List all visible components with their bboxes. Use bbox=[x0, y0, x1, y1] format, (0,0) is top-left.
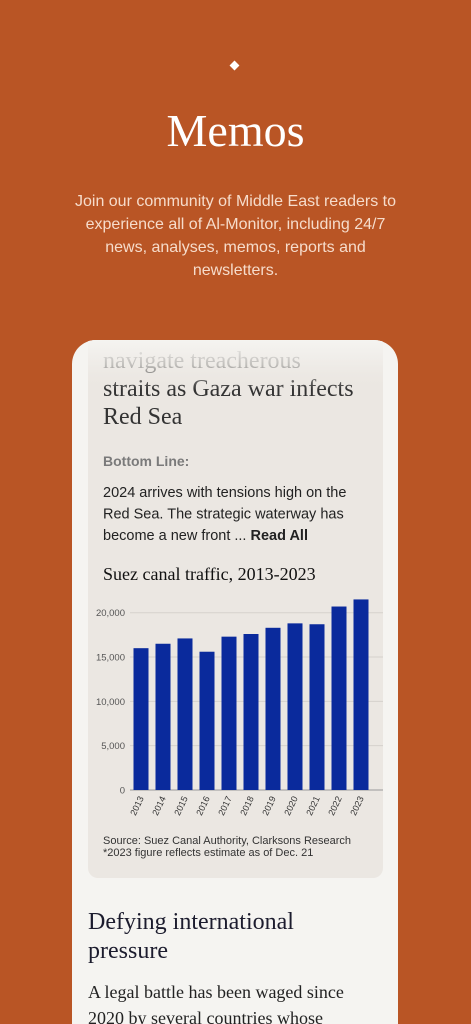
y-tick-label: 15,000 bbox=[96, 653, 125, 664]
bar bbox=[221, 636, 237, 790]
bar bbox=[309, 624, 325, 790]
chart-note: *2023 figure reflects estimate as of Dec… bbox=[103, 847, 313, 859]
chart-title: Suez canal traffic, 2013-2023 bbox=[103, 564, 316, 584]
diamond-icon bbox=[229, 60, 240, 71]
y-tick-label: 0 bbox=[120, 786, 125, 797]
summary-text: become a new front ... bbox=[103, 528, 251, 544]
bar bbox=[265, 627, 281, 790]
summary-line: become a new front ... Read All bbox=[103, 528, 308, 544]
bar bbox=[155, 643, 171, 790]
chart: Suez canal traffic, 2013-2023 0 5,000 10,0… bbox=[96, 564, 383, 859]
next-summary-line: 2020 by several countries whose bbox=[88, 1008, 323, 1024]
y-tick-label: 20,000 bbox=[96, 608, 125, 619]
description-line: news, analyses, memos, reports and bbox=[105, 239, 366, 256]
chart-note: Source: Suez Canal Authority, Clarksons … bbox=[103, 835, 351, 847]
summary-text: 2024 arrives with tensions high on the bbox=[103, 485, 346, 501]
bar bbox=[177, 638, 193, 790]
y-tick-label: 10,000 bbox=[96, 697, 125, 708]
card-content: navigate treacherousstraits as Gaza war … bbox=[88, 340, 383, 1024]
bar bbox=[243, 634, 259, 790]
headline-line: Red Sea bbox=[103, 404, 183, 430]
next-headline-line: Defying international bbox=[88, 909, 294, 935]
description-line: experience all of Al-Monitor, including … bbox=[86, 216, 386, 233]
summary-text: Red Sea. The strategic waterway has bbox=[103, 507, 344, 523]
bar bbox=[133, 648, 149, 790]
next-summary-line: A legal battle has been waged since bbox=[88, 982, 344, 1002]
description: Join our community of Middle East reader… bbox=[75, 193, 396, 279]
fade-overlay bbox=[88, 340, 383, 390]
page-title: Memos bbox=[167, 105, 305, 156]
bar bbox=[287, 623, 303, 790]
bar bbox=[199, 651, 215, 790]
read-all-link[interactable]: Read All bbox=[251, 528, 308, 544]
next-memo: Defying international pressure A legal bat… bbox=[88, 909, 344, 1024]
bar bbox=[331, 606, 347, 790]
next-headline-line: pressure bbox=[88, 938, 168, 964]
bar bbox=[353, 599, 369, 790]
summary-line: Red Sea. The strategic waterway has bbox=[103, 507, 344, 523]
description-line: newsletters. bbox=[193, 262, 278, 279]
memo-summary: 2024 arrives with tensions high on the Re… bbox=[103, 485, 346, 544]
y-tick-label: 5,000 bbox=[101, 741, 125, 752]
description-line: Join our community of Middle East reader… bbox=[75, 193, 396, 210]
summary-line: 2024 arrives with tensions high on the bbox=[103, 485, 346, 501]
bottom-line-label: Bottom Line: bbox=[103, 453, 189, 469]
